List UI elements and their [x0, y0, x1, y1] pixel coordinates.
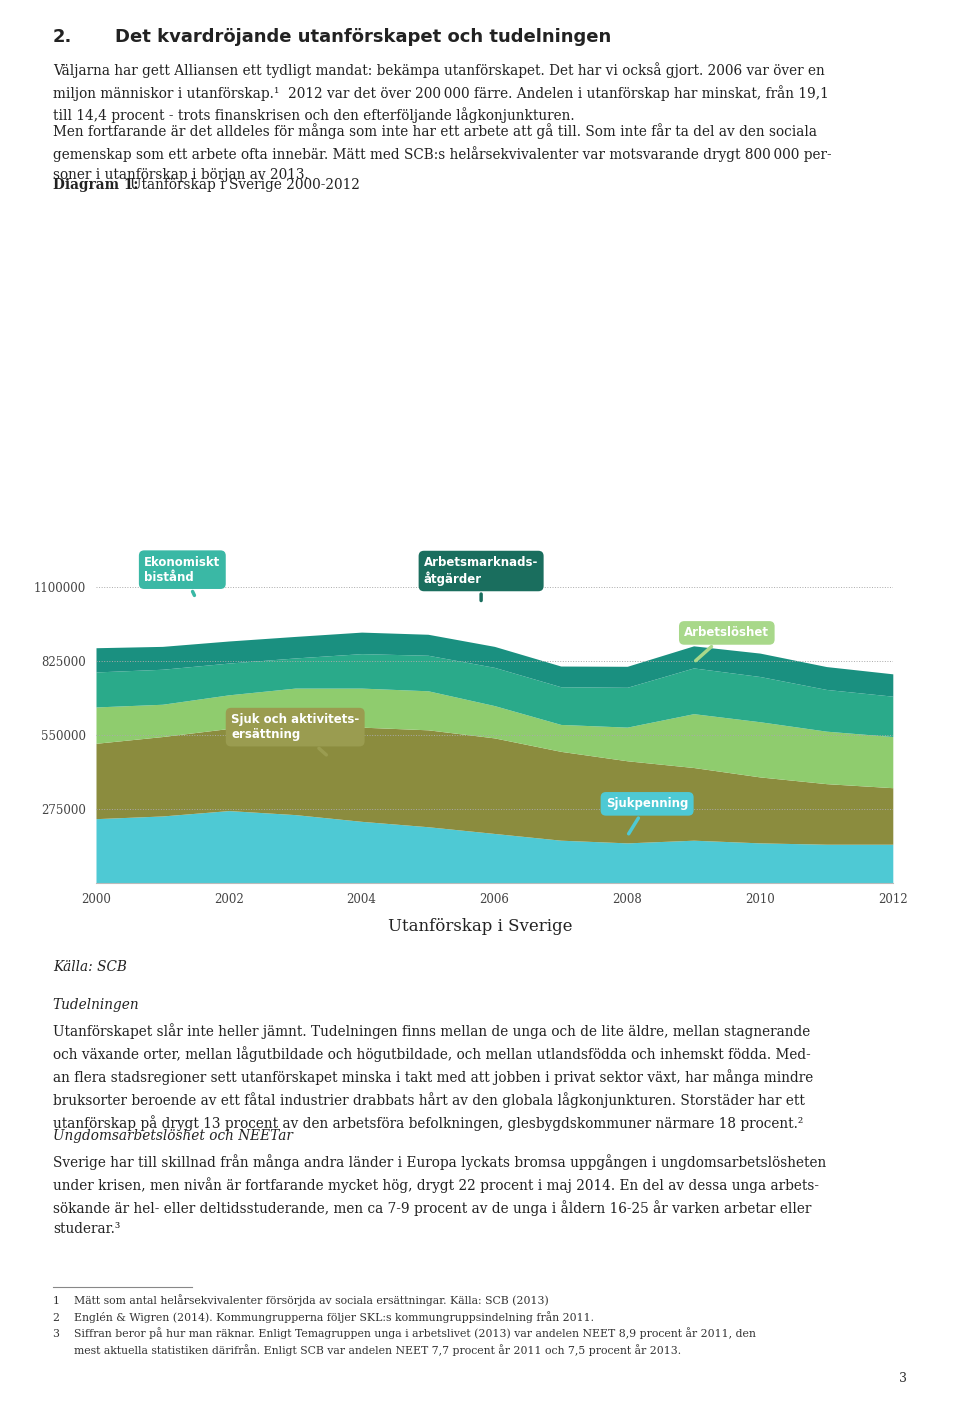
- Text: Källa: SCB: Källa: SCB: [53, 960, 127, 974]
- Text: Arbetsmarknads-
åtgärder: Arbetsmarknads- åtgärder: [424, 557, 539, 600]
- Text: Sjuk och aktivitets-
ersättning: Sjuk och aktivitets- ersättning: [231, 714, 359, 754]
- Text: 2.: 2.: [53, 28, 72, 46]
- Text: Utanförskap i Sverige 2000-2012: Utanförskap i Sverige 2000-2012: [130, 178, 359, 192]
- Text: Väljarna har gett Alliansen ett tydligt mandat: bekämpa utanförskapet. Det har v: Väljarna har gett Alliansen ett tydligt …: [53, 62, 828, 123]
- Text: Ungdomsarbetslöshet och NEETar: Ungdomsarbetslöshet och NEETar: [53, 1129, 293, 1143]
- Text: Tudelningen: Tudelningen: [53, 998, 139, 1012]
- Text: Arbetslöshet: Arbetslöshet: [684, 627, 769, 660]
- Text: 3: 3: [900, 1373, 907, 1385]
- Text: Sverige har till skillnad från många andra länder i Europa lyckats bromsa uppgån: Sverige har till skillnad från många and…: [53, 1154, 826, 1235]
- Text: Det kvardröjande utanförskapet och tudelningen: Det kvardröjande utanförskapet och tudel…: [115, 28, 612, 46]
- Text: 1    Mätt som antal helårsekvivalenter försörjda av sociala ersättningar. Källa:: 1 Mätt som antal helårsekvivalenter förs…: [53, 1294, 756, 1356]
- Text: Sjukpenning: Sjukpenning: [606, 798, 688, 834]
- Text: Diagram 1:: Diagram 1:: [53, 178, 143, 192]
- Text: Utanförskap i Sverige: Utanförskap i Sverige: [388, 918, 572, 935]
- Text: Utanförskapet slår inte heller jämnt. Tudelningen finns mellan de unga och de li: Utanförskapet slår inte heller jämnt. Tu…: [53, 1023, 813, 1131]
- Text: Men fortfarande är det alldeles för många som inte har ett arbete att gå till. S: Men fortfarande är det alldeles för mång…: [53, 123, 831, 182]
- Text: Ekonomiskt
bistånd: Ekonomiskt bistånd: [144, 555, 221, 596]
